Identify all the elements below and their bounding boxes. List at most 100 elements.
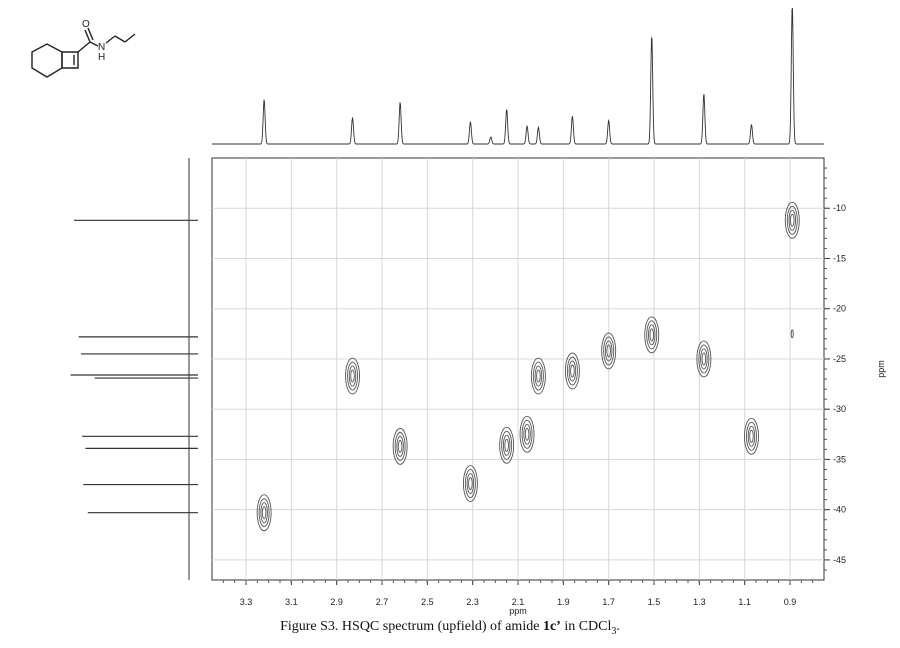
contour-level [256, 494, 272, 532]
contour-level [396, 435, 404, 457]
contour-level [603, 336, 615, 366]
bond-n-ch2 [105, 35, 116, 44]
x-tick-label: 2.1 [512, 597, 525, 607]
contour-level [788, 209, 797, 231]
caption-middle: in CDCl [560, 619, 612, 634]
bond-ch2-ch2 [114, 35, 126, 43]
y-tick-label: -40 [833, 505, 846, 515]
contour-level [746, 421, 757, 451]
contour-level [790, 329, 794, 339]
hsqc-plot-area [211, 157, 825, 581]
cross-peak [256, 494, 272, 532]
cross-peak [696, 340, 712, 378]
contour-level [499, 426, 515, 464]
molecule-structure [31, 27, 136, 78]
cross-peak [784, 201, 800, 239]
contour-level [462, 465, 478, 502]
contour-level [644, 316, 660, 354]
caption-compound: 1c’ [542, 619, 561, 634]
proton-projection [212, 7, 824, 145]
contour-level [468, 477, 473, 490]
y-tick-label: -25 [833, 354, 846, 364]
contour-level [466, 473, 475, 494]
x-tick-label: 3.1 [285, 597, 298, 607]
y-tick-label: -30 [833, 404, 846, 414]
contour-level [521, 419, 533, 449]
caption-subscript: 3 [611, 625, 617, 637]
contour-level [350, 369, 355, 383]
cross-peak [462, 465, 478, 502]
contour-level [606, 344, 611, 358]
x-tick-label: 2.5 [421, 597, 434, 607]
contour-level [786, 205, 798, 235]
x-tick-label: 1.7 [602, 597, 615, 607]
nitrogen-label: N [98, 42, 105, 53]
y-tick-label: -10 [833, 203, 846, 213]
contour-level [394, 431, 406, 461]
carbon-projection [70, 158, 198, 580]
x-tick-label: 2.9 [330, 597, 343, 607]
contour-level [564, 352, 580, 390]
bond-carbonyl-n [89, 41, 99, 47]
contour-level [260, 502, 268, 524]
y-axis-label: ppm [876, 360, 886, 378]
cross-peak [530, 357, 546, 395]
cross-peak [392, 427, 408, 465]
y-tick-label: -15 [833, 253, 846, 263]
contour-level [392, 427, 408, 465]
contour-level [790, 213, 795, 227]
x-tick-label: 1.1 [738, 597, 751, 607]
contour-level [646, 320, 658, 350]
contour-level [501, 430, 513, 460]
grid-lines [212, 158, 824, 580]
bond-ring-carbonyl [77, 41, 91, 53]
contour-level [649, 328, 654, 342]
cross-peaks [256, 201, 800, 532]
carbonyl-bond [84, 29, 91, 43]
contour-level [530, 357, 546, 395]
contour-level [345, 357, 360, 395]
contour-level [523, 423, 531, 445]
contour-level [397, 439, 403, 453]
x-tick-label: 2.3 [466, 597, 479, 607]
cross-peak [499, 426, 515, 464]
contour-level [749, 429, 754, 443]
cross-peak [564, 352, 580, 390]
contour-level [532, 361, 544, 391]
caption-suffix: . [616, 619, 620, 634]
y-tick-label: -45 [833, 555, 846, 565]
cross-peak [519, 415, 535, 453]
contour-level [784, 201, 800, 239]
contour-level [261, 506, 267, 520]
contour-level [570, 364, 575, 378]
contour-level [696, 340, 712, 378]
cyclobutene-ring [61, 51, 79, 69]
bond-ch2-ch3 [124, 33, 136, 43]
cross-peak [790, 329, 794, 339]
proton-spectrum-trace [212, 7, 824, 145]
contour-level [698, 344, 710, 374]
cross-peak [601, 332, 617, 370]
contour-level [519, 415, 535, 453]
contour-level [348, 365, 357, 387]
caption-prefix: Figure S3. HSQC spectrum (upfield) of am… [280, 619, 543, 634]
x-tick-label: 1.5 [648, 597, 661, 607]
x-tick-label: 1.3 [693, 597, 706, 607]
contour-level [747, 425, 756, 447]
contour-level [744, 417, 759, 455]
x-tick-label: 0.9 [784, 597, 797, 607]
x-axis-ticks: 3.3 3.1 2.9 2.7 2.5 2.3 2.1 1.9 1.7 1.5 1.3 1.1 0.9 [222, 580, 814, 607]
x-tick-label: 3.3 [240, 597, 253, 607]
contour-level [566, 356, 578, 386]
oxygen-label: O [82, 19, 90, 30]
cross-peak [345, 357, 360, 395]
contour-level [504, 438, 509, 452]
figure-caption: Figure S3. HSQC spectrum (upfield) of am… [0, 619, 900, 637]
contour-level [502, 434, 511, 456]
contour-level [347, 361, 358, 391]
carbonyl-bond-second [87, 27, 94, 41]
y-tick-label: -35 [833, 454, 846, 464]
hydrogen-label: H [98, 52, 105, 63]
contour-level [701, 352, 707, 366]
